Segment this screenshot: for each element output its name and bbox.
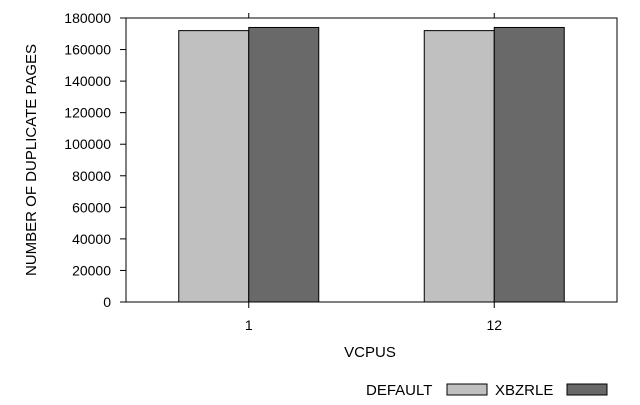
legend-swatch-xbzrle [566, 383, 608, 396]
x-axis-title: VCPUS [344, 344, 396, 361]
y-tick-label: 160000 [64, 42, 111, 58]
y-tick-label: 100000 [64, 136, 111, 152]
legend-label-default: DEFAULT [366, 382, 432, 399]
bars [178, 26, 565, 303]
y-axis-ticks: 0 20000 40000 60000 80000 100000 120000 140000 1… [64, 10, 126, 310]
bar-xbzrle-1 [248, 26, 320, 303]
y-tick-label: 180000 [64, 10, 111, 26]
x-axis-ticks: 1 12 [245, 13, 502, 333]
y-tick-label: 140000 [64, 73, 111, 89]
legend-label-xbzrle: XBZRLE [495, 382, 553, 399]
plot-frame [125, 17, 618, 303]
legend: DEFAULT XBZRLE [366, 382, 608, 399]
legend-swatch-default [446, 383, 488, 396]
x-tick-label: 1 [245, 317, 253, 333]
bar-xbzrle-12 [493, 26, 565, 303]
bar-default-12 [423, 30, 495, 303]
y-tick-label: 60000 [72, 199, 111, 215]
y-tick-label: 40000 [72, 231, 111, 247]
bar-default-1 [178, 30, 250, 303]
y-axis-title: NUMBER OF DUPLICATE PAGES [23, 44, 40, 276]
y-tick-label: 20000 [72, 262, 111, 278]
y-tick-label: 80000 [72, 168, 111, 184]
x-tick-label: 12 [486, 317, 502, 333]
y-tick-label: 120000 [64, 105, 111, 121]
y-tick-label: 0 [103, 294, 111, 310]
